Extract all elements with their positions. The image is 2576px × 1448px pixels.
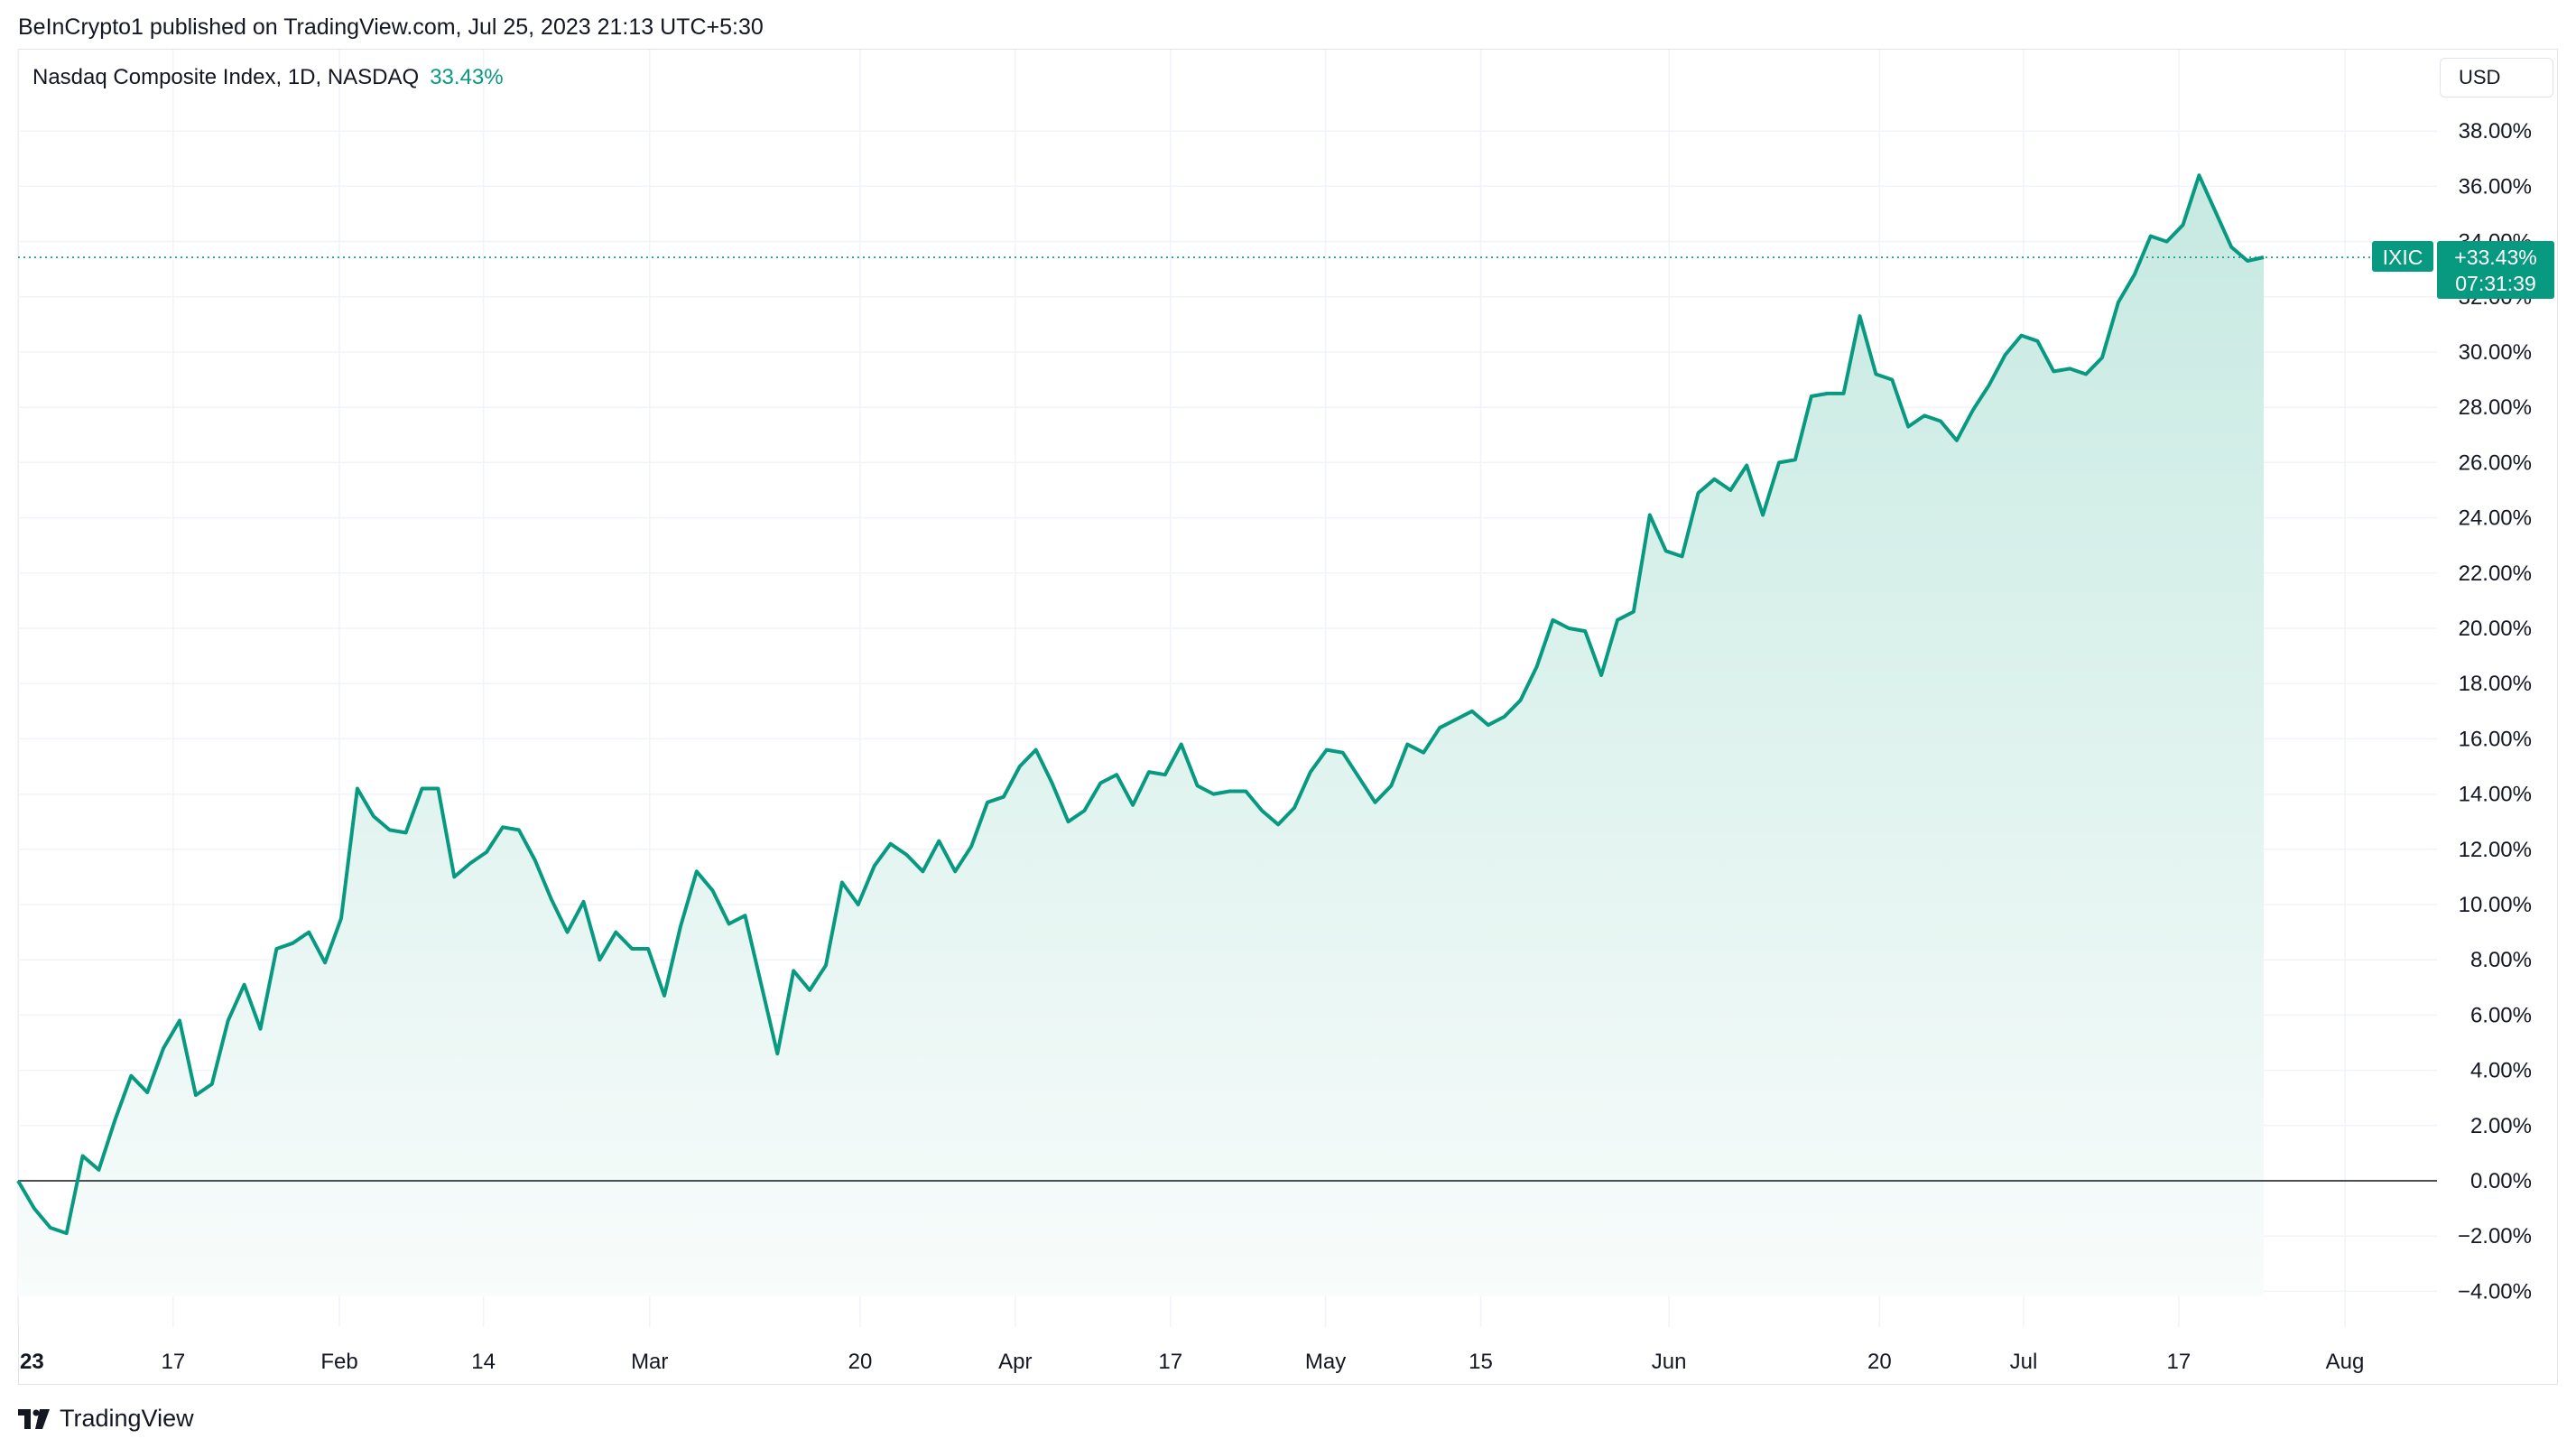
legend-symbol[interactable]: Nasdaq Composite Index, 1D, NASDAQ	[32, 65, 420, 89]
y-tick-label: −2.00%	[2458, 1224, 2532, 1248]
y-tick-label: −4.00%	[2458, 1279, 2532, 1304]
y-tick-label: 2.00%	[2470, 1114, 2532, 1138]
footer-brand: TradingView	[18, 1405, 194, 1433]
x-tick-label: Jun	[1652, 1350, 1687, 1374]
currency-button[interactable]: USD	[2440, 58, 2553, 97]
y-tick-label: 4.00%	[2470, 1059, 2532, 1083]
countdown-label: 07:31:39	[2455, 272, 2536, 295]
legend-percent: 33.43%	[430, 65, 504, 89]
y-tick-label: 10.00%	[2459, 893, 2532, 917]
y-tick-label: 14.00%	[2459, 783, 2532, 807]
publisher-caption: BeInCrypto1 published on TradingView.com…	[18, 14, 764, 40]
value-badge	[2437, 241, 2554, 299]
x-tick-label: 17	[1158, 1350, 1182, 1374]
y-tick-label: 16.00%	[2459, 727, 2532, 751]
y-tick-label: 20.00%	[2459, 617, 2532, 641]
x-tick-label: Mar	[631, 1350, 668, 1374]
tradingview-logo-text: TradingView	[60, 1405, 194, 1432]
y-tick-label: 22.00%	[2459, 562, 2532, 586]
ticker-badge	[2372, 241, 2433, 272]
x-tick-label: 17	[2167, 1350, 2191, 1374]
x-tick-label: May	[1305, 1350, 1346, 1374]
y-tick-label: 24.00%	[2459, 506, 2532, 531]
tradingview-logo-icon	[18, 1408, 50, 1429]
y-tick-label: 8.00%	[2470, 948, 2532, 972]
price-label: IXIC +33.43% 07:31:39	[2372, 241, 2554, 299]
series-line	[16, 173, 2265, 1236]
x-tick-label: 20	[848, 1350, 873, 1374]
x-tick-label: Apr	[998, 1350, 1032, 1374]
value-label: +33.43%	[2454, 246, 2536, 269]
y-tick-label: 0.00%	[2470, 1169, 2532, 1193]
area-fill	[18, 175, 2264, 1296]
legend: Nasdaq Composite Index, 1D, NASDAQ 33.43%	[32, 65, 504, 90]
y-tick-label: 6.00%	[2470, 1003, 2532, 1027]
x-tick-label: 17	[162, 1350, 186, 1374]
x-tick-label: 14	[471, 1350, 496, 1374]
x-tick-label: 23	[20, 1350, 44, 1374]
x-tick-label: 20	[1867, 1350, 1892, 1374]
y-tick-label: 38.00%	[2459, 119, 2532, 144]
x-tick-label: Feb	[320, 1350, 357, 1374]
y-tick-label: 12.00%	[2459, 838, 2532, 862]
y-tick-label: 26.00%	[2459, 450, 2532, 475]
x-tick-label: Aug	[2326, 1350, 2365, 1374]
x-axis: 23 17 Feb 14 Mar 20 Apr 17 May 15 Jun 20 Jul 17 Aug	[20, 1350, 2364, 1374]
ticker-label: IXIC	[2383, 246, 2423, 269]
x-tick-label: Jul	[2010, 1350, 2038, 1374]
y-tick-label: 30.00%	[2459, 340, 2532, 365]
y-tick-label: 28.00%	[2459, 395, 2532, 420]
x-tick-label: 15	[1469, 1350, 1493, 1374]
y-tick-label: 18.00%	[2459, 672, 2532, 696]
y-tick-label: 36.00%	[2459, 174, 2532, 199]
